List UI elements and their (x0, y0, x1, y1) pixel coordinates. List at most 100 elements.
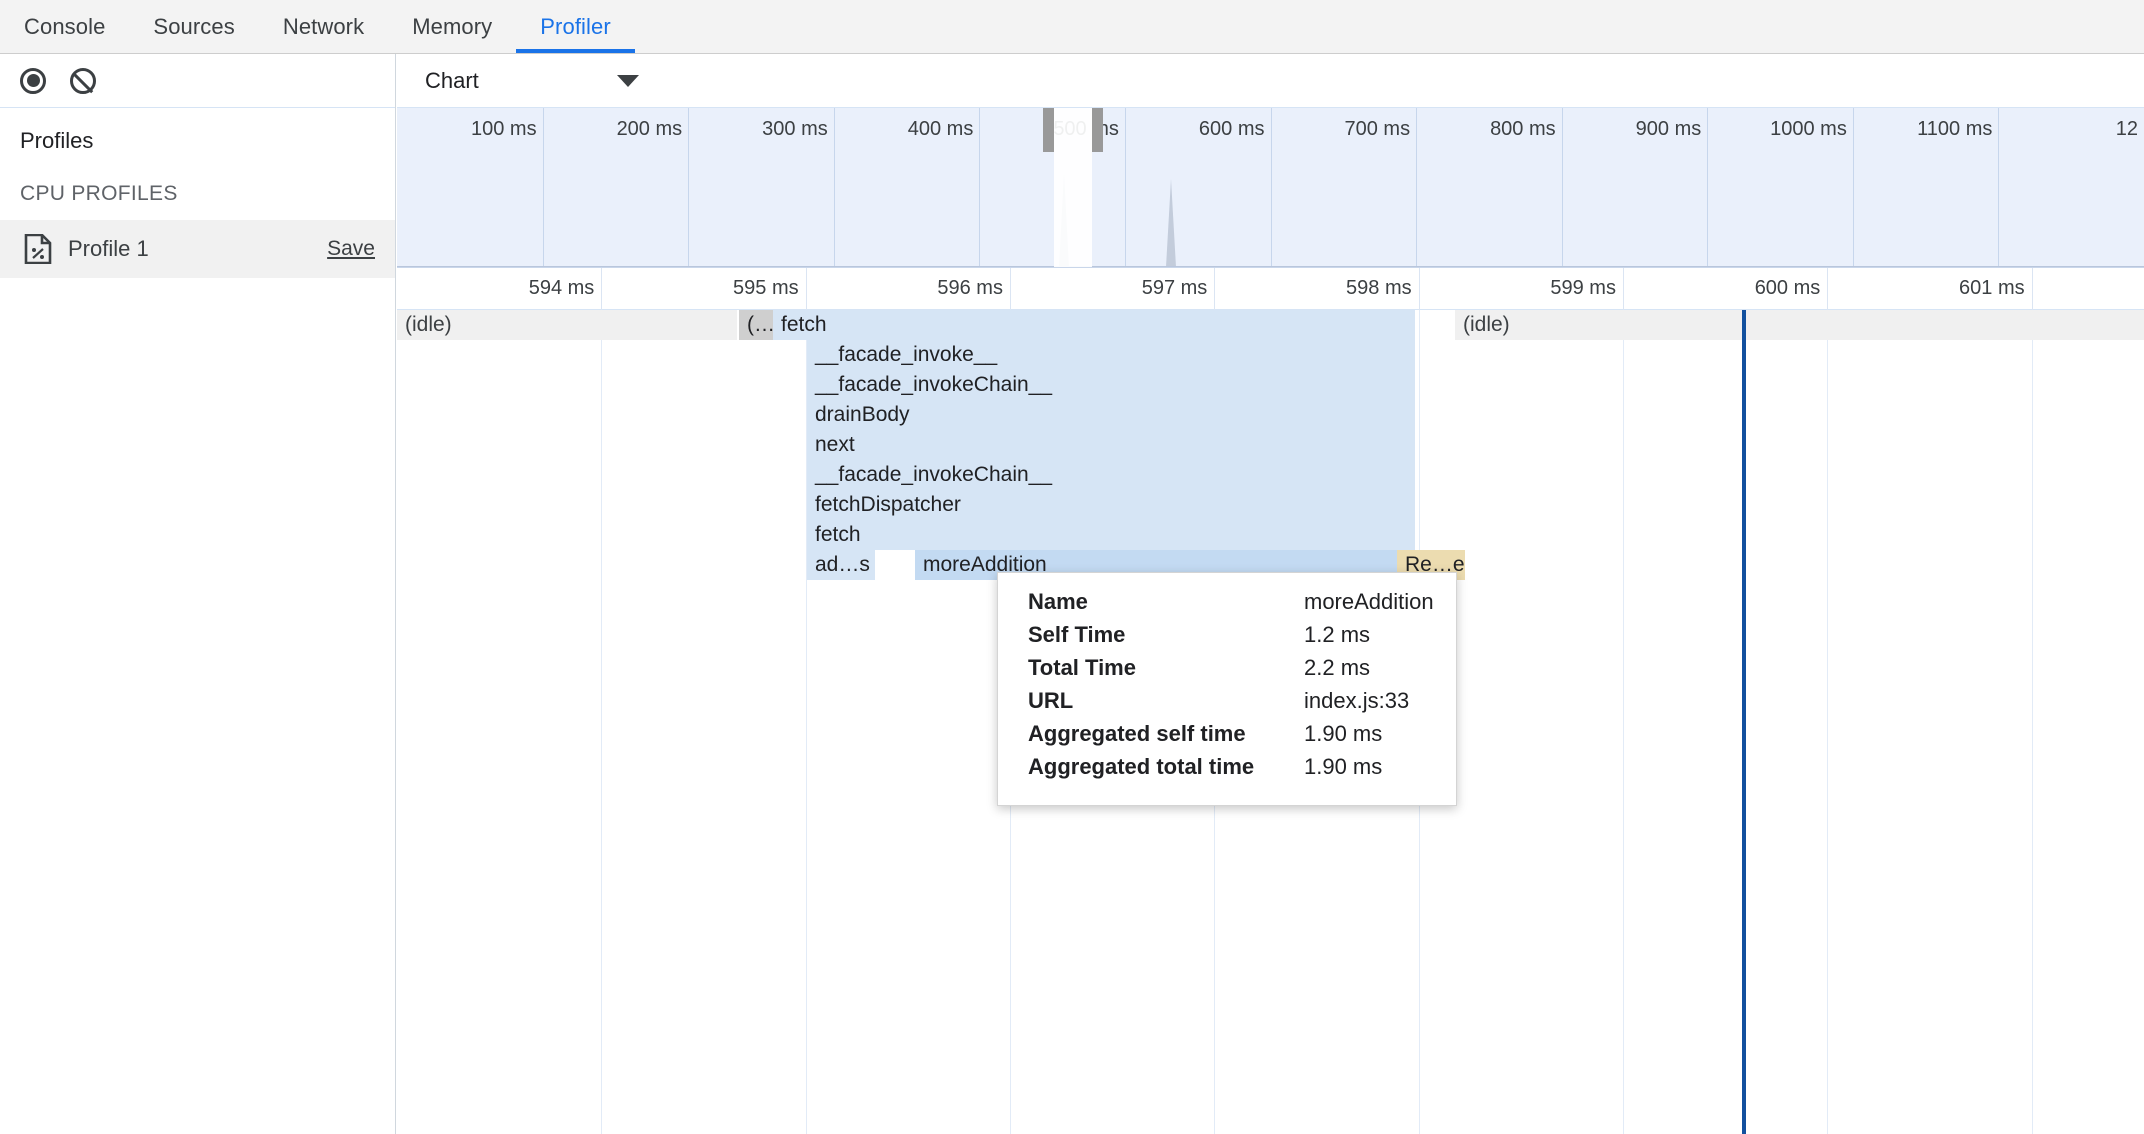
tooltip-row: Aggregated total time 1.90 ms (1028, 754, 1434, 787)
view-mode-select[interactable]: Chart (411, 61, 651, 101)
overview-tick: 900 ms (1636, 108, 1709, 267)
overview-cpu-spike (1165, 179, 1176, 267)
tab-console[interactable]: Console (24, 13, 106, 39)
overview-selection-window[interactable] (1053, 108, 1093, 267)
detail-tick-label: 594 ms (528, 277, 595, 299)
tab-profiler[interactable]: Profiler (516, 0, 635, 53)
tooltip-value: moreAddition (1304, 589, 1434, 614)
overview-baseline (397, 266, 2144, 267)
flame-frame[interactable]: ad…s (807, 550, 875, 580)
overview-tick-label: 200 ms (616, 118, 683, 140)
detail-tick-label: 597 ms (1141, 277, 1208, 299)
overview-selection-handle-left[interactable] (1042, 108, 1054, 152)
time-cursor-line[interactable] (1742, 310, 1746, 1134)
profiles-sidebar: Profiles CPU PROFILES Profile 1 Save (0, 54, 396, 1134)
detail-tick: 599 ms (1550, 268, 1624, 310)
tooltip-key: Self Time (1028, 622, 1126, 647)
flame-grid-line (805, 310, 807, 1134)
flame-frame[interactable]: fetchDispatcher (807, 490, 1415, 520)
tooltip-row: URL index.js:33 (1028, 688, 1434, 721)
tooltip-value: 1.90 ms (1304, 754, 1383, 779)
flame-grid-line (1622, 310, 1624, 1134)
flame-frame[interactable]: fetch (807, 520, 1415, 550)
tooltip-value: 1.90 ms (1304, 721, 1383, 746)
tooltip-key: Aggregated self time (1028, 721, 1246, 746)
flame-frame[interactable]: (… (739, 310, 773, 340)
detail-tick: 595 ms (733, 268, 807, 310)
overview-tick: 500 ms (1053, 108, 1126, 267)
save-profile-link[interactable]: Save (327, 237, 375, 260)
overview-tick-label: 400 ms (907, 118, 974, 140)
tooltip-row: Name moreAddition (1028, 589, 1434, 622)
detail-tick-label: 600 ms (1754, 277, 1821, 299)
frame-tooltip: Name moreAddition Self Time 1.2 ms Total Tim… (997, 572, 1457, 806)
tooltip-key: Aggregated total time (1028, 754, 1255, 779)
tooltip-value: 1.2 ms (1304, 622, 1371, 647)
tab-sources[interactable]: Sources (153, 13, 235, 39)
tooltip-key: Total Time (1028, 655, 1136, 680)
overview-tick: 200 ms (617, 108, 690, 267)
sidebar-section-title: Profiles (20, 128, 94, 153)
profile-file-icon (24, 233, 52, 265)
profile-label: Profile 1 (68, 236, 149, 261)
overview-tick-label: 100 ms (470, 118, 537, 140)
overview-tick-label: 600 ms (1198, 118, 1265, 140)
sidebar-toolbar (0, 54, 395, 108)
profiler-panel: Chart 100 ms 200 ms 300 ms 400 ms 500 ms 600 … (397, 54, 2144, 1134)
devtools-tab-strip: Console Sources Network Memory Profiler (0, 0, 2144, 54)
tab-network[interactable]: Network (282, 13, 365, 39)
record-button[interactable] (16, 64, 50, 98)
overview-tick-label: 300 ms (762, 118, 828, 140)
overview-tick: 400 ms (908, 108, 981, 267)
detail-tick-label: 598 ms (1346, 277, 1412, 299)
tooltip-row: Total Time 2.2 ms (1028, 655, 1434, 688)
tooltip-key: Name (1028, 589, 1088, 614)
sidebar-group-title: CPU PROFILES (20, 182, 178, 205)
flame-grid-line (1827, 310, 1829, 1134)
overview-tick: 1100 ms (1917, 108, 2000, 267)
detail-tick: 596 ms (937, 268, 1011, 310)
overview-tick-label: 1100 ms (1917, 118, 1993, 140)
overview-tick: 700 ms (1344, 108, 1418, 267)
flame-frame[interactable]: __facade_invoke__ (807, 340, 1415, 370)
overview-tick: 300 ms (762, 108, 835, 267)
tooltip-value: index.js:33 (1304, 688, 1410, 713)
overview-tick-label: 12 (2115, 118, 2138, 140)
flame-frame[interactable]: (idle) (397, 310, 737, 340)
sidebar-item-profile-1[interactable]: Profile 1 Save (0, 220, 395, 278)
overview-tick-label: 800 ms (1490, 118, 1556, 140)
tooltip-row: Self Time 1.2 ms (1028, 622, 1434, 655)
overview-tick: 800 ms (1490, 108, 1563, 267)
clear-button[interactable] (66, 64, 100, 98)
detail-tick-label: 596 ms (937, 277, 1003, 299)
flame-frame[interactable]: fetch (773, 310, 1415, 340)
timeline-overview[interactable]: 100 ms 200 ms 300 ms 400 ms 500 ms 600 ms 700 … (397, 108, 2144, 268)
profiler-toolbar: Chart (397, 54, 2144, 108)
flame-grid-line (2031, 310, 2033, 1134)
chevron-down-icon (617, 74, 639, 87)
flame-frame[interactable]: __facade_invokeChain__ (807, 370, 1415, 400)
overview-tick: 100 ms (471, 108, 544, 267)
flame-grid-line (601, 310, 603, 1134)
detail-tick: 601 ms (1959, 268, 2033, 310)
overview-tick-label: 700 ms (1344, 118, 1411, 140)
detail-time-ruler: 594 ms 595 ms 596 ms 597 ms 598 ms 599 ms 600 … (397, 268, 2144, 310)
detail-tick-label: 595 ms (733, 277, 799, 299)
record-circle-icon (20, 67, 46, 94)
flame-frame[interactable]: (idle) (1455, 310, 2144, 340)
view-mode-label: Chart (425, 67, 479, 93)
tab-memory[interactable]: Memory (412, 13, 493, 39)
overview-tick: 1000 ms (1770, 108, 1854, 267)
detail-tick-label: 599 ms (1550, 277, 1616, 299)
tooltip-value: 2.2 ms (1304, 655, 1371, 680)
detail-tick: 598 ms (1346, 268, 1420, 310)
overview-tick-label: 900 ms (1635, 118, 1702, 140)
detail-tick: 594 ms (529, 268, 603, 310)
flame-frame[interactable]: next (807, 430, 1415, 460)
tooltip-key: URL (1028, 688, 1074, 713)
flame-frame[interactable]: drainBody (807, 400, 1415, 430)
overview-selection-handle-right[interactable] (1092, 108, 1104, 152)
overview-tick-label: 1000 ms (1770, 118, 1847, 140)
flame-frame[interactable]: __facade_invokeChain__ (807, 460, 1415, 490)
